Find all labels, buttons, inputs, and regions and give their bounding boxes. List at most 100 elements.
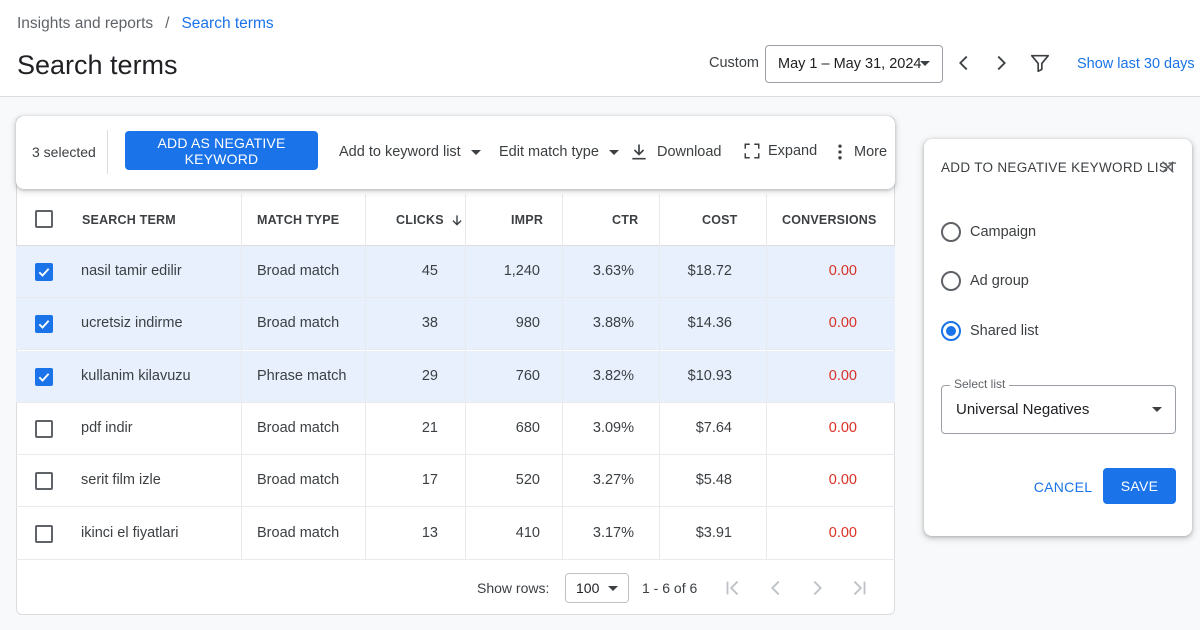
select-list-label: Select list xyxy=(950,377,1010,391)
panel-title: ADD TO NEGATIVE KEYWORD LIST xyxy=(941,160,1177,175)
add-as-negative-keyword-button[interactable]: ADD AS NEGATIVE KEYWORD xyxy=(125,131,318,170)
cell-search-term[interactable]: pdf indir xyxy=(81,419,133,436)
divider xyxy=(107,130,108,174)
cell-conversions: 0.00 xyxy=(828,419,857,436)
column-divider xyxy=(562,194,563,559)
row-checkbox[interactable] xyxy=(35,419,53,438)
show-rows-label: Show rows: xyxy=(477,580,550,596)
column-divider xyxy=(241,194,242,559)
row-checkbox[interactable] xyxy=(35,524,53,543)
cell-cost: $3.91 xyxy=(695,524,732,541)
cell-clicks: 45 xyxy=(421,263,438,279)
table-row[interactable]: pdf indir Broad match 21 680 3.09% $7.64 0.00 xyxy=(16,403,895,455)
radio-ad-group-label[interactable]: Ad group xyxy=(970,273,1029,289)
row-checkbox[interactable] xyxy=(35,472,53,491)
table-row[interactable]: ucretsiz indirme Broad match 38 980 3.88% $14… xyxy=(16,298,895,351)
cell-conversions: 0.00 xyxy=(828,524,857,541)
close-icon[interactable] xyxy=(1159,158,1177,176)
table-row[interactable]: kullanim kilavuzu Phrase match 29 760 3.82% $… xyxy=(16,350,895,403)
cell-impr: 980 xyxy=(515,315,540,332)
header-impr[interactable]: IMPR xyxy=(511,213,544,227)
negative-keyword-list-panel: ADD TO NEGATIVE KEYWORD LIST Campaign Ad… xyxy=(924,139,1192,536)
row-checkbox[interactable] xyxy=(35,315,53,334)
rows-per-page-select[interactable]: 100 xyxy=(565,573,629,603)
select-list-value: Universal Negatives xyxy=(956,401,1090,418)
more-label: More xyxy=(854,144,888,160)
column-divider xyxy=(465,194,466,559)
cell-search-term[interactable]: ikinci el fiyatlari xyxy=(81,524,179,541)
cell-search-term[interactable]: nasil tamir edilir xyxy=(81,263,182,279)
select-all-checkbox[interactable] xyxy=(35,210,53,228)
cell-ctr: 3.82% xyxy=(592,367,634,384)
add-to-keyword-list-menu[interactable]: Add to keyword list xyxy=(339,144,481,160)
header-search-term[interactable]: SEARCH TERM xyxy=(82,213,176,227)
breadcrumb-current[interactable]: Search terms xyxy=(181,15,274,32)
cell-ctr: 3.09% xyxy=(592,419,634,436)
header-conversions[interactable]: CONVERSIONS xyxy=(782,213,877,227)
cell-search-term[interactable]: kullanim kilavuzu xyxy=(81,367,191,384)
check-icon xyxy=(38,320,50,330)
expand-icon xyxy=(744,143,760,159)
selected-count: 3 selected xyxy=(32,144,96,160)
more-vertical-icon xyxy=(838,144,842,160)
cell-clicks: 29 xyxy=(421,367,438,384)
header-ctr[interactable]: CTR xyxy=(612,213,639,227)
cell-cost: $14.36 xyxy=(687,315,732,332)
chevron-right-icon[interactable] xyxy=(990,52,1012,74)
cell-ctr: 3.17% xyxy=(592,524,634,541)
first-page-icon[interactable] xyxy=(722,577,744,599)
cell-cost: $5.48 xyxy=(695,472,732,489)
save-button[interactable]: SAVE xyxy=(1103,468,1176,504)
previous-page-icon[interactable] xyxy=(765,577,787,599)
page-title: Search terms xyxy=(17,50,178,80)
column-divider xyxy=(365,194,366,559)
expand-button[interactable]: Expand xyxy=(743,142,817,160)
table-row[interactable]: ikinci el fiyatlari Broad match 13 410 3.17%… xyxy=(16,508,895,560)
dropdown-caret-icon xyxy=(608,149,619,155)
cell-clicks: 13 xyxy=(421,524,438,541)
cell-search-term[interactable]: ucretsiz indirme xyxy=(81,315,183,332)
edit-match-type-menu[interactable]: Edit match type xyxy=(499,144,619,160)
cell-impr: 760 xyxy=(515,367,540,384)
table-row[interactable]: serit film izle Broad match 17 520 3.27% $5.4… xyxy=(16,455,895,508)
row-checkbox[interactable] xyxy=(35,263,53,281)
header-cost[interactable]: COST xyxy=(702,213,738,227)
row-checkbox[interactable] xyxy=(35,367,53,386)
header-match-type[interactable]: MATCH TYPE xyxy=(257,213,340,227)
download-button[interactable]: Download xyxy=(629,142,722,162)
expand-label: Expand xyxy=(768,143,818,159)
cell-conversions: 0.00 xyxy=(828,263,857,279)
column-divider xyxy=(766,194,767,559)
radio-campaign[interactable] xyxy=(941,222,961,242)
cell-match-type: Broad match xyxy=(257,419,340,436)
add-to-keyword-list-label: Add to keyword list xyxy=(339,144,461,160)
column-divider xyxy=(659,194,660,559)
show-last-30-days-link[interactable]: Show last 30 days xyxy=(1077,56,1195,72)
breadcrumb-separator: / xyxy=(165,15,170,32)
next-page-icon[interactable] xyxy=(806,577,828,599)
breadcrumb-parent[interactable]: Insights and reports xyxy=(17,15,154,32)
header-clicks[interactable]: CLICKS xyxy=(396,213,464,227)
cell-match-type: Broad match xyxy=(257,524,340,541)
date-range-select[interactable]: May 1 – May 31, 2024 xyxy=(765,45,943,83)
cell-clicks: 17 xyxy=(421,472,438,489)
rows-per-page-value: 100 xyxy=(576,580,600,596)
table-row[interactable]: nasil tamir edilir Broad match 45 1,240 3.63… xyxy=(16,246,895,298)
cell-search-term[interactable]: serit film izle xyxy=(81,472,161,489)
filter-icon[interactable] xyxy=(1029,52,1051,74)
radio-shared-list-label[interactable]: Shared list xyxy=(970,323,1039,339)
chevron-left-icon[interactable] xyxy=(953,52,975,74)
radio-campaign-label[interactable]: Campaign xyxy=(970,224,1037,240)
more-button[interactable]: More xyxy=(834,142,887,162)
radio-shared-list[interactable] xyxy=(941,321,961,341)
radio-ad-group[interactable] xyxy=(941,271,961,291)
cell-ctr: 3.63% xyxy=(592,263,634,279)
edit-match-type-label: Edit match type xyxy=(499,144,599,160)
last-page-icon[interactable] xyxy=(848,577,870,599)
check-icon xyxy=(38,268,50,277)
arrow-down-icon xyxy=(452,215,462,226)
date-preset-label: Custom xyxy=(709,55,759,71)
select-list-dropdown[interactable]: Select list Universal Negatives xyxy=(941,377,1176,434)
header-clicks-label: CLICKS xyxy=(396,213,444,227)
cancel-button[interactable]: CANCEL xyxy=(1028,469,1098,505)
